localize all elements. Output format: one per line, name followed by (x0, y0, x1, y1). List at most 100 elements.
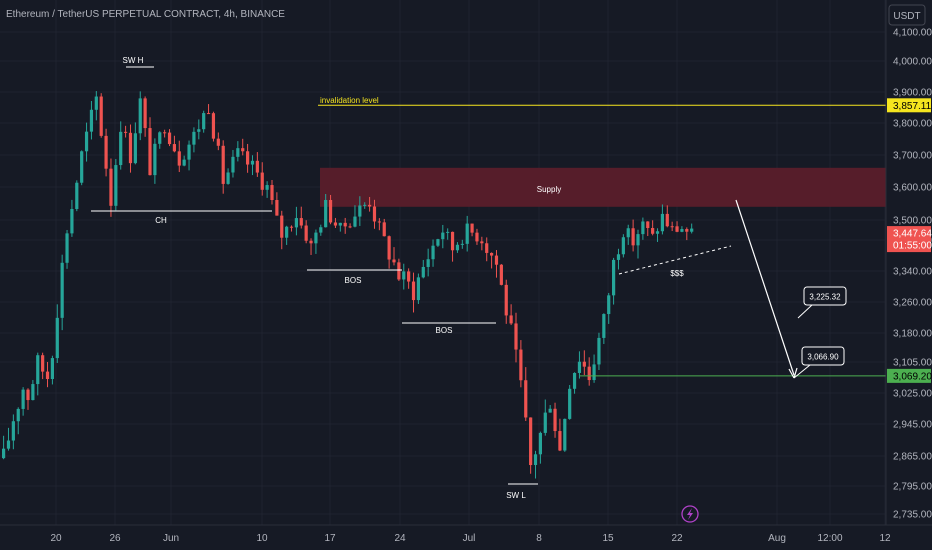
candle-down (514, 323, 518, 350)
candle-up (36, 355, 40, 385)
candle-up (65, 233, 69, 263)
candle-up (592, 364, 596, 381)
time-tick-label: 8 (536, 533, 542, 544)
candle-down (221, 145, 225, 184)
candle-down (309, 240, 313, 244)
candle-down (470, 223, 474, 233)
candle-down (104, 135, 108, 169)
callout-text: 3,225.32 (809, 293, 841, 302)
price-tick-label: 3,180.00 (893, 329, 932, 340)
candle-down (172, 144, 176, 152)
candle-up (636, 234, 640, 246)
price-tick-label: 2,735.00 (893, 510, 932, 521)
arrow-head (788, 367, 798, 379)
candle-down (163, 132, 167, 134)
candle-up (55, 317, 59, 359)
candle-down (480, 241, 484, 244)
candle-up (597, 337, 601, 365)
candle-up (16, 408, 20, 422)
price-tick-label: 4,000.00 (893, 57, 932, 68)
candle-down (368, 204, 372, 207)
price-tick-label: 3,900.00 (893, 88, 932, 99)
candle-down (148, 128, 152, 176)
annotation-label: SW L (506, 491, 526, 500)
candle-up (192, 131, 196, 145)
candle-up (138, 98, 142, 134)
candle-down (504, 284, 508, 316)
candle-down (490, 252, 494, 256)
candle-down (685, 229, 689, 232)
time-tick-label: 12 (879, 533, 891, 544)
candle-up (70, 209, 74, 234)
candle-down (411, 281, 416, 301)
candle-down (289, 226, 294, 228)
candle-up (402, 271, 406, 280)
candle-down (216, 138, 220, 146)
candle-up (426, 259, 430, 267)
annotation-label: BOS (436, 326, 453, 335)
candle-up (133, 133, 137, 164)
price-tick-label: 2,795.00 (893, 482, 932, 493)
time-axis[interactable]: 20 26 Jun 10 17 24 Jul 8 15 22 Aug 12:00 12 (50, 533, 891, 544)
candle-down (333, 222, 338, 226)
candles (2, 91, 694, 479)
time-tick-label: 22 (671, 533, 683, 544)
callout-pointer (793, 364, 811, 379)
annotation-label: CH (155, 216, 167, 225)
candle-down (485, 243, 489, 253)
candle-down (348, 226, 352, 228)
candle-down (587, 366, 591, 381)
time-tick-label: 10 (256, 533, 268, 544)
price-tick-label: 3,600.00 (893, 183, 932, 194)
candle-down (99, 96, 103, 136)
time-tick-label: 24 (394, 533, 406, 544)
price-tick-label: 3,340.00 (893, 267, 932, 278)
candle-up (21, 389, 25, 409)
candle-up (538, 432, 542, 455)
candle-down (582, 361, 586, 367)
candle-down (260, 172, 264, 190)
candle-down (509, 315, 513, 324)
candle-up (158, 132, 162, 144)
candle-up (250, 160, 255, 165)
time-tick-label: 12:00 (817, 533, 842, 544)
grid (0, 0, 886, 525)
chart-title: Ethereum / TetherUS PERPETUAL CONTRACT, … (6, 9, 285, 20)
target-callout: 3,225.32 (797, 286, 847, 319)
candle-down (143, 98, 147, 129)
currency-button[interactable] (888, 4, 926, 26)
candle-down (392, 259, 396, 263)
candle-down (382, 222, 386, 237)
candle-down (26, 389, 30, 401)
projection-arrow (735, 199, 795, 376)
candle-up (182, 159, 186, 166)
candle-down (109, 168, 113, 206)
candle-down (665, 213, 669, 227)
candle-up (616, 254, 621, 260)
candle-down (299, 218, 303, 226)
candle-up (446, 231, 450, 233)
candle-up (153, 143, 157, 176)
candle-up (285, 226, 289, 238)
candle-down (270, 185, 274, 200)
candle-up (84, 131, 89, 152)
candle-up (436, 239, 440, 246)
annotation-label: invalidation level (320, 96, 379, 105)
candle-up (563, 418, 567, 451)
candle-down (397, 262, 401, 280)
candle-down (45, 371, 50, 380)
drawings: 3,225.32 3,066.90 (91, 66, 886, 485)
candle-down (206, 113, 211, 115)
candle-up (543, 412, 547, 433)
countdown-label: 01:55:00 (893, 241, 932, 252)
time-tick-label: Jun (163, 533, 179, 544)
candle-up (455, 244, 460, 251)
lightning-icon[interactable] (681, 505, 699, 523)
candle-up (338, 222, 342, 226)
candle-up (460, 243, 464, 245)
candle-down (280, 215, 284, 238)
price-axis-background (886, 0, 932, 550)
candle-up (265, 185, 269, 190)
